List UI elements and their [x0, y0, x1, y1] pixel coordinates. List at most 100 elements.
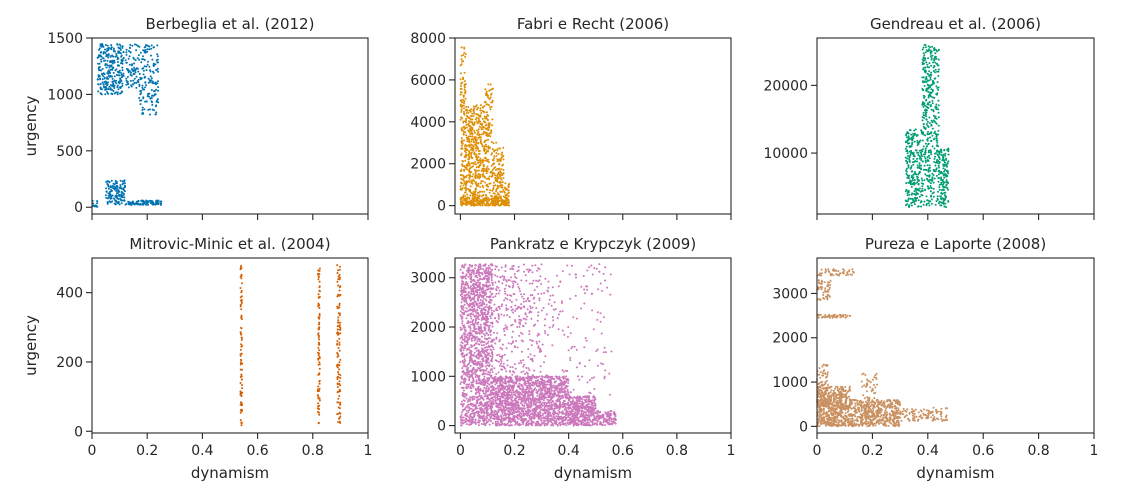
data-point — [119, 86, 122, 89]
data-point — [119, 48, 122, 51]
data-point — [469, 174, 472, 177]
data-point — [490, 277, 493, 279]
data-point — [946, 181, 949, 183]
data-point — [926, 103, 929, 106]
scatter-points — [459, 46, 511, 207]
data-point — [909, 153, 912, 156]
data-point — [337, 421, 340, 423]
data-point — [112, 197, 115, 200]
data-point — [104, 93, 107, 96]
data-point — [482, 410, 485, 413]
data-point — [459, 294, 462, 296]
data-point — [938, 151, 941, 154]
data-point — [317, 276, 320, 279]
data-point — [485, 354, 488, 357]
data-point — [484, 176, 487, 179]
data-point — [490, 263, 493, 266]
data-point — [465, 126, 468, 129]
data-point — [473, 395, 476, 398]
data-point — [318, 372, 321, 375]
data-point — [462, 133, 465, 136]
data-point — [475, 116, 478, 119]
data-point — [930, 139, 932, 142]
data-point — [910, 185, 913, 188]
data-point — [117, 189, 120, 192]
data-point — [465, 123, 468, 126]
data-point — [482, 341, 485, 344]
data-point — [136, 67, 139, 70]
data-point — [926, 155, 929, 158]
data-point — [921, 185, 924, 188]
data-point — [499, 170, 502, 173]
data-point — [460, 58, 463, 61]
data-point — [478, 339, 481, 342]
data-point — [487, 129, 490, 132]
data-point — [117, 64, 120, 67]
data-point — [483, 111, 486, 114]
data-point — [143, 88, 146, 91]
data-point — [488, 414, 491, 417]
data-point — [489, 407, 492, 410]
data-point — [461, 315, 464, 318]
data-point — [932, 119, 935, 122]
data-point — [487, 337, 490, 340]
y-tick-label: 8000 — [410, 31, 446, 47]
data-point — [477, 321, 480, 324]
data-point — [317, 395, 320, 398]
data-point — [473, 414, 476, 417]
data-point — [478, 120, 481, 123]
data-point — [336, 325, 339, 328]
data-point — [945, 183, 948, 186]
data-point — [463, 51, 466, 54]
data-point — [106, 202, 109, 205]
data-point — [906, 131, 909, 134]
data-point — [460, 424, 462, 427]
data-point — [924, 188, 927, 191]
data-point — [491, 195, 493, 198]
data-point — [461, 160, 464, 162]
data-point — [112, 80, 115, 83]
data-point — [104, 44, 107, 46]
data-point — [338, 314, 341, 317]
data-point — [461, 352, 464, 354]
data-point — [473, 368, 475, 371]
data-point — [497, 159, 500, 162]
data-point — [317, 278, 320, 281]
data-point — [930, 202, 933, 205]
data-point — [475, 399, 478, 402]
data-point — [101, 81, 104, 84]
data-point — [498, 163, 501, 166]
data-point — [339, 332, 342, 335]
data-point — [500, 157, 502, 160]
data-point — [473, 343, 476, 346]
data-point — [125, 83, 128, 86]
data-point — [936, 197, 939, 200]
data-point — [460, 282, 463, 285]
data-point — [493, 192, 496, 195]
data-point — [241, 387, 244, 390]
data-point — [318, 389, 321, 392]
data-point — [119, 179, 122, 182]
data-point — [485, 332, 488, 335]
data-point — [490, 293, 493, 295]
data-point — [151, 103, 154, 106]
data-point — [111, 54, 114, 57]
data-point — [473, 279, 476, 282]
data-point — [469, 299, 472, 302]
data-point — [137, 54, 140, 57]
data-point — [139, 103, 142, 106]
data-point — [934, 152, 936, 155]
data-point — [490, 309, 493, 312]
data-point — [918, 166, 921, 169]
data-point — [336, 378, 339, 380]
data-point — [96, 205, 99, 208]
data-point — [459, 310, 462, 313]
data-point — [943, 205, 946, 208]
data-point — [920, 177, 923, 180]
data-point — [460, 345, 463, 348]
data-point — [490, 141, 493, 143]
panel-pankratz-krypczyk-2009: Pankratz e Krypczyk (2009) dynamism 0 0.2… — [410, 235, 735, 482]
data-point — [946, 175, 949, 177]
data-point — [916, 140, 919, 142]
